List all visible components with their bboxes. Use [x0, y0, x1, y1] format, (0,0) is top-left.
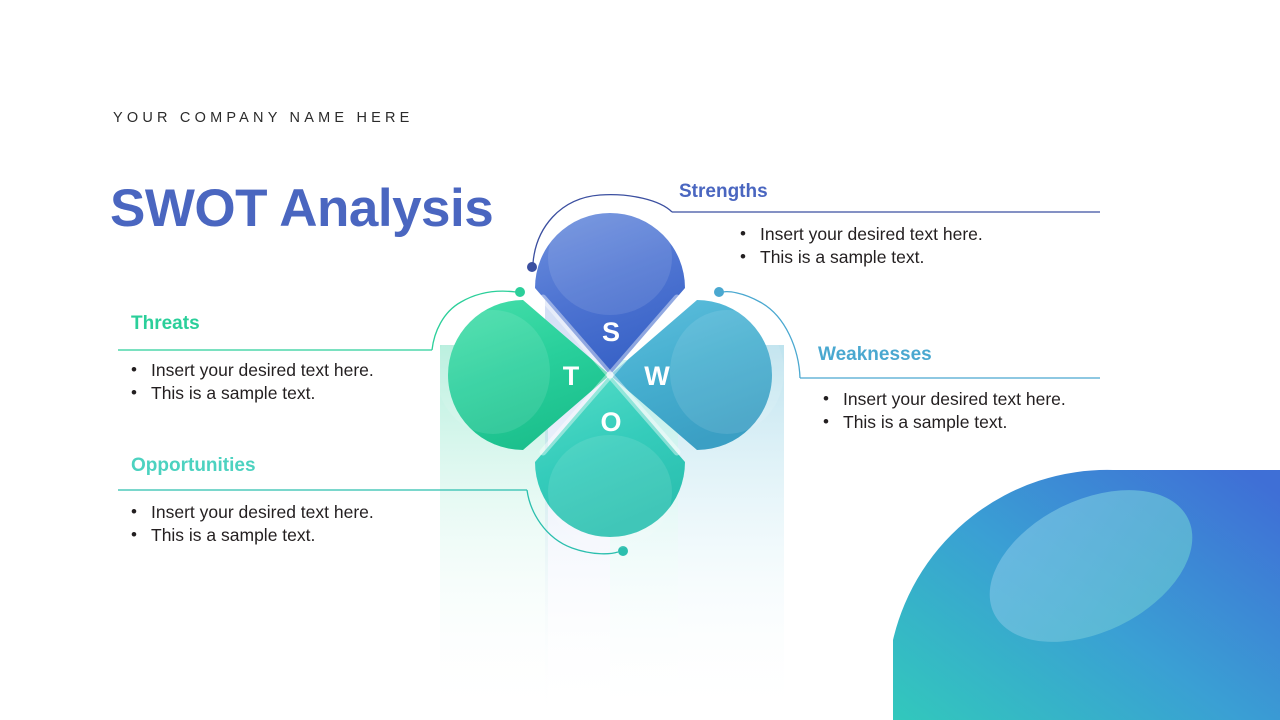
list-item: Insert your desired text here. — [131, 358, 374, 382]
petal-opportunities[interactable] — [535, 375, 686, 549]
petal-threats[interactable] — [436, 300, 610, 450]
decorative-blob — [893, 469, 1280, 720]
bullets-weaknesses: Insert your desired text here. This is a… — [823, 387, 1066, 434]
quadrant-strengths: Strengths Insert your desired text here.… — [679, 182, 983, 269]
petal-strengths[interactable] — [534, 201, 686, 375]
connector-dot-weaknesses — [714, 287, 724, 297]
list-item: Insert your desired text here. — [823, 387, 1066, 411]
bullets-threats: Insert your desired text here. This is a… — [131, 358, 374, 405]
quadrant-threats: Threats Insert your desired text here. T… — [131, 314, 374, 405]
quadrant-weaknesses: Weaknesses Insert your desired text here… — [818, 345, 1066, 434]
decorative-ellipse — [989, 490, 1193, 642]
list-item: This is a sample text. — [131, 523, 374, 547]
bullets-opportunities: Insert your desired text here. This is a… — [131, 500, 374, 547]
bullets-strengths: Insert your desired text here. This is a… — [740, 222, 983, 269]
heading-opportunities: Opportunities — [131, 455, 256, 476]
heading-weaknesses: Weaknesses — [818, 344, 932, 365]
list-item: This is a sample text. — [740, 245, 983, 269]
list-item: This is a sample text. — [823, 410, 1066, 434]
heading-threats: Threats — [131, 313, 200, 334]
page-title: SWOT Analysis — [110, 178, 494, 238]
heading-strengths: Strengths — [679, 181, 768, 202]
connector-dot-threats — [515, 287, 525, 297]
connector-dot-strengths — [527, 262, 537, 272]
list-item: Insert your desired text here. — [740, 222, 983, 246]
company-name: YOUR COMPANY NAME HERE — [113, 110, 414, 126]
petal-weaknesses[interactable] — [610, 300, 784, 450]
list-item: Insert your desired text here. — [131, 500, 374, 524]
list-item: This is a sample text. — [131, 381, 374, 405]
quadrant-opportunities: Opportunities Insert your desired text h… — [131, 456, 374, 547]
